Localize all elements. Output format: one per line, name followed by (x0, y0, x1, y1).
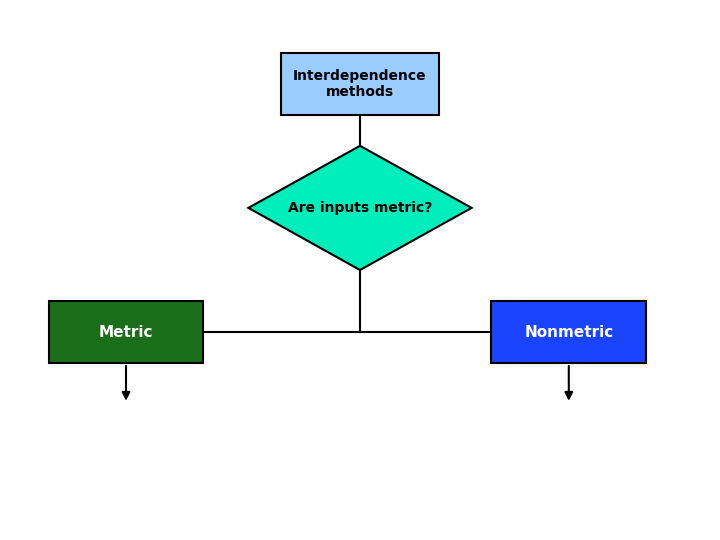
FancyBboxPatch shape (48, 301, 203, 363)
Text: Interdependence
methods: Interdependence methods (293, 69, 427, 99)
FancyBboxPatch shape (281, 53, 439, 115)
Text: Are inputs metric?: Are inputs metric? (288, 201, 432, 215)
FancyBboxPatch shape (491, 301, 647, 363)
Polygon shape (248, 146, 472, 270)
Text: Nonmetric: Nonmetric (524, 325, 613, 340)
Text: Metric: Metric (99, 325, 153, 340)
